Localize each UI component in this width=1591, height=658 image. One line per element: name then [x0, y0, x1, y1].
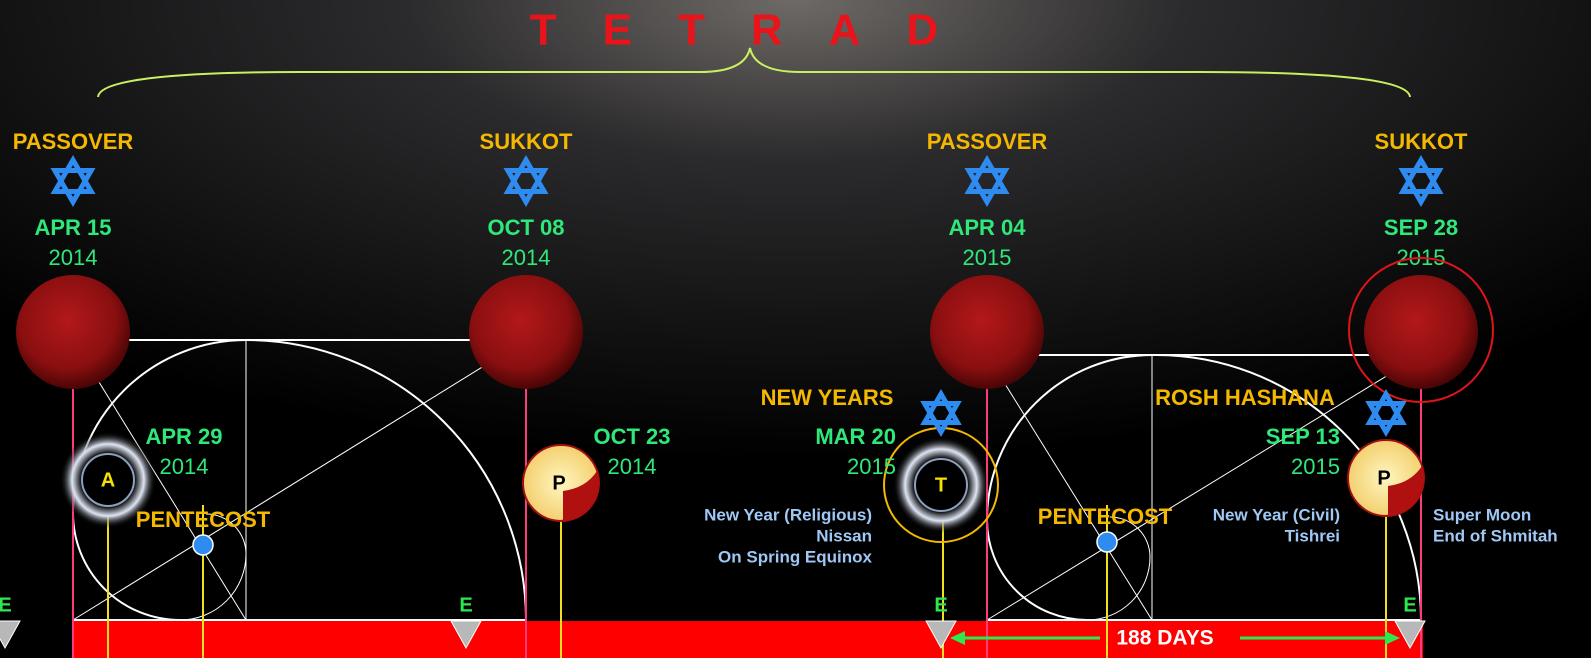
- eclipse-type: T: [935, 474, 947, 496]
- feast-label: SUKKOT: [480, 129, 573, 154]
- eclipse-date: SEP 13: [1266, 424, 1340, 449]
- equinox-label: E: [0, 594, 12, 616]
- eclipse-date: MAR 20: [815, 424, 896, 449]
- eclipse-date: APR 29: [145, 424, 222, 449]
- eclipse-note: On Spring Equinox: [718, 547, 872, 566]
- tetrad-diagram: TETRAD PASSOVER APR 15 2014 SUKKOT OCT 08 201…: [0, 0, 1591, 658]
- eclipse-year: 2015: [847, 454, 896, 479]
- moon-date: OCT 08: [487, 215, 564, 240]
- eclipse-note: New Year (Civil): [1213, 505, 1340, 524]
- blood-moon: [930, 275, 1044, 389]
- eclipse-year: 2014: [160, 454, 209, 479]
- blood-moon: [1364, 275, 1478, 389]
- pentecost-dot: [1097, 532, 1117, 552]
- equinox-label: E: [934, 594, 947, 616]
- eclipse-year: 2015: [1291, 454, 1340, 479]
- pentecost-dot: [193, 535, 213, 555]
- equinox-label: E: [1403, 594, 1416, 616]
- feast-label: PASSOVER: [927, 129, 1048, 154]
- pentecost-label: PENTECOST: [1038, 504, 1173, 529]
- title: TETRAD: [530, 6, 984, 55]
- feast-label: NEW YEARS: [761, 385, 894, 410]
- equinox-label: E: [459, 594, 472, 616]
- moon-year: 2015: [963, 245, 1012, 270]
- eclipse-year: 2014: [608, 454, 657, 479]
- blood-moon: [469, 275, 583, 389]
- moon-date: APR 04: [948, 215, 1026, 240]
- moon-year: 2014: [502, 245, 551, 270]
- eclipse-note: Tishrei: [1285, 526, 1340, 545]
- feast-label: ROSH HASHANA: [1155, 385, 1335, 410]
- eclipse-note: New Year (Religious): [704, 505, 872, 524]
- eclipse-type: P: [1377, 467, 1390, 489]
- super-moon-note: End of Shmitah: [1433, 526, 1558, 545]
- moon-year: 2014: [49, 245, 98, 270]
- timeline-bar: [73, 621, 1423, 658]
- moon-date: APR 15: [34, 215, 111, 240]
- pentecost-label: PENTECOST: [136, 507, 271, 532]
- moon-date: SEP 28: [1384, 215, 1458, 240]
- eclipse-date: OCT 23: [593, 424, 670, 449]
- span-label: 188 DAYS: [1116, 627, 1213, 650]
- feast-label: SUKKOT: [1375, 129, 1468, 154]
- blood-moon: [16, 275, 130, 389]
- eclipse-type: A: [101, 469, 115, 491]
- eclipse-type: P: [552, 472, 565, 494]
- eclipse-note: Nissan: [816, 526, 872, 545]
- super-moon-note: Super Moon: [1433, 505, 1531, 524]
- feast-label: PASSOVER: [13, 129, 134, 154]
- page: TETRAD PASSOVER APR 15 2014 SUKKOT OCT 08 201…: [0, 0, 1591, 658]
